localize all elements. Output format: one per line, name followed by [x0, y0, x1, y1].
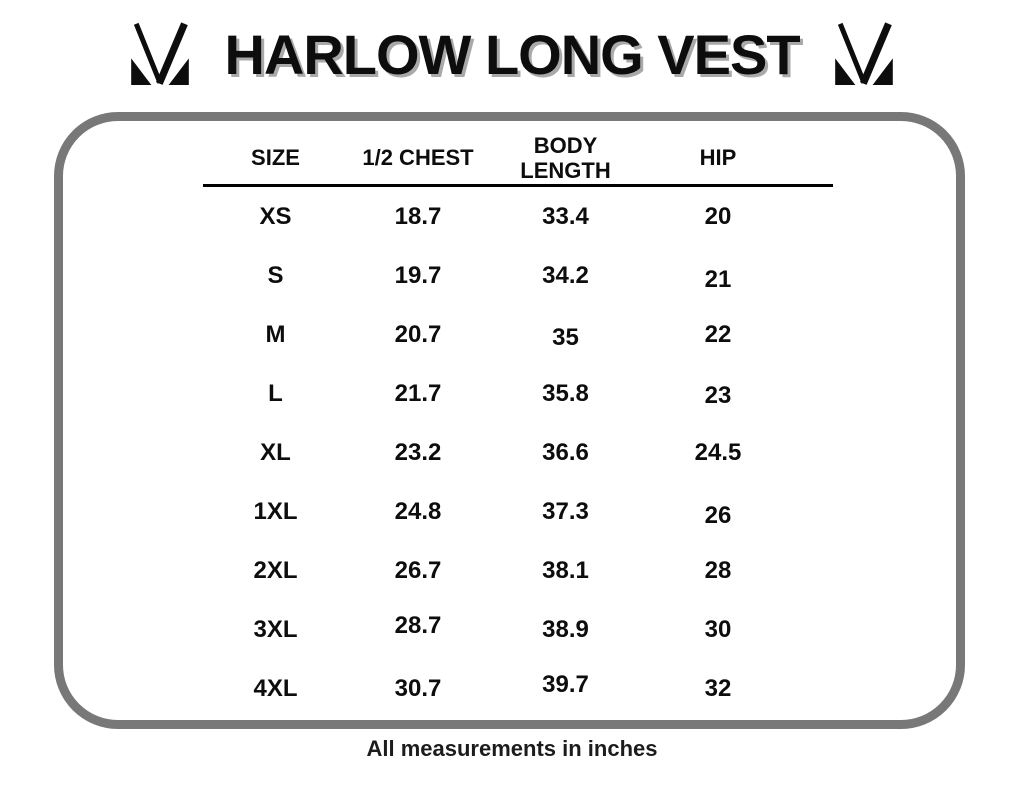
- body-length-cell: 35.8: [542, 379, 589, 407]
- table-row: L 21.7 35.8 23: [203, 364, 833, 423]
- body-length-cell: 38.1: [542, 556, 589, 584]
- hip-cell: 26: [704, 501, 732, 529]
- page-title: HARLOW LONG VEST: [224, 22, 800, 86]
- hip-cell: 23: [704, 381, 732, 409]
- brand-m-logo-icon: [828, 15, 900, 93]
- brand-m-logo-icon: [124, 15, 196, 93]
- size-cell: 4XL: [253, 674, 298, 702]
- table-header-row: SIZE 1/2 CHEST BODY LENGTH HIP: [203, 131, 833, 187]
- hip-cell: 28: [704, 556, 732, 584]
- half-chest-cell: 26.7: [394, 556, 442, 584]
- half-chest-cell: 24.8: [394, 497, 442, 525]
- hip-cell: 22: [704, 320, 732, 348]
- hip-cell: 24.5: [694, 438, 742, 466]
- hip-cell: 21: [704, 265, 732, 293]
- table-row: 2XL 26.7 38.1 28: [203, 541, 833, 600]
- body-length-cell: 35: [552, 323, 579, 351]
- size-cell: L: [268, 379, 283, 407]
- table-body: XS 18.7 33.4 20 S 19.7 34.2 21 M 20.7 35…: [203, 187, 833, 718]
- body-length-cell: 37.3: [542, 497, 589, 525]
- body-length-cell: 34.2: [542, 261, 589, 289]
- half-chest-cell: 30.7: [394, 674, 442, 702]
- table-row: S 19.7 34.2 21: [203, 246, 833, 305]
- hip-cell: 32: [704, 674, 732, 702]
- size-table: SIZE 1/2 CHEST BODY LENGTH HIP XS 18.7 3…: [203, 131, 833, 718]
- size-cell: XL: [260, 438, 291, 466]
- size-cell: 2XL: [253, 556, 298, 584]
- table-row: 4XL 30.7 39.7 32: [203, 659, 833, 718]
- hip-cell: 30: [704, 615, 732, 643]
- body-length-cell: 33.4: [542, 202, 589, 230]
- column-header-size: SIZE: [251, 145, 300, 170]
- half-chest-cell: 28.7: [394, 611, 442, 639]
- half-chest-cell: 19.7: [394, 261, 442, 289]
- half-chest-cell: 21.7: [394, 379, 442, 407]
- body-length-cell: 38.9: [542, 615, 589, 643]
- rounded-border-panel: [54, 112, 965, 729]
- measurements-footnote: All measurements in inches: [366, 736, 658, 761]
- size-cell: S: [267, 261, 284, 289]
- half-chest-cell: 20.7: [394, 320, 442, 348]
- body-length-cell: 39.7: [542, 670, 589, 698]
- size-cell: M: [265, 320, 286, 348]
- table-row: 3XL 28.7 38.9 30: [203, 600, 833, 659]
- column-header-body-length: BODY LENGTH: [520, 132, 611, 183]
- table-row: XS 18.7 33.4 20: [203, 187, 833, 246]
- size-cell: 3XL: [253, 615, 298, 643]
- table-row: XL 23.2 36.6 24.5: [203, 423, 833, 482]
- hip-cell: 20: [704, 202, 732, 230]
- half-chest-cell: 23.2: [394, 438, 442, 466]
- size-cell: XS: [259, 202, 292, 230]
- half-chest-cell: 18.7: [394, 202, 442, 230]
- table-row: 1XL 24.8 37.3 26: [203, 482, 833, 541]
- body-length-cell: 36.6: [542, 438, 589, 466]
- size-cell: 1XL: [253, 497, 298, 525]
- column-header-hip: HIP: [699, 145, 737, 170]
- table-row: M 20.7 35 22: [203, 305, 833, 364]
- column-header-half-chest: 1/2 CHEST: [362, 145, 474, 170]
- header: HARLOW LONG VEST: [0, 12, 1024, 96]
